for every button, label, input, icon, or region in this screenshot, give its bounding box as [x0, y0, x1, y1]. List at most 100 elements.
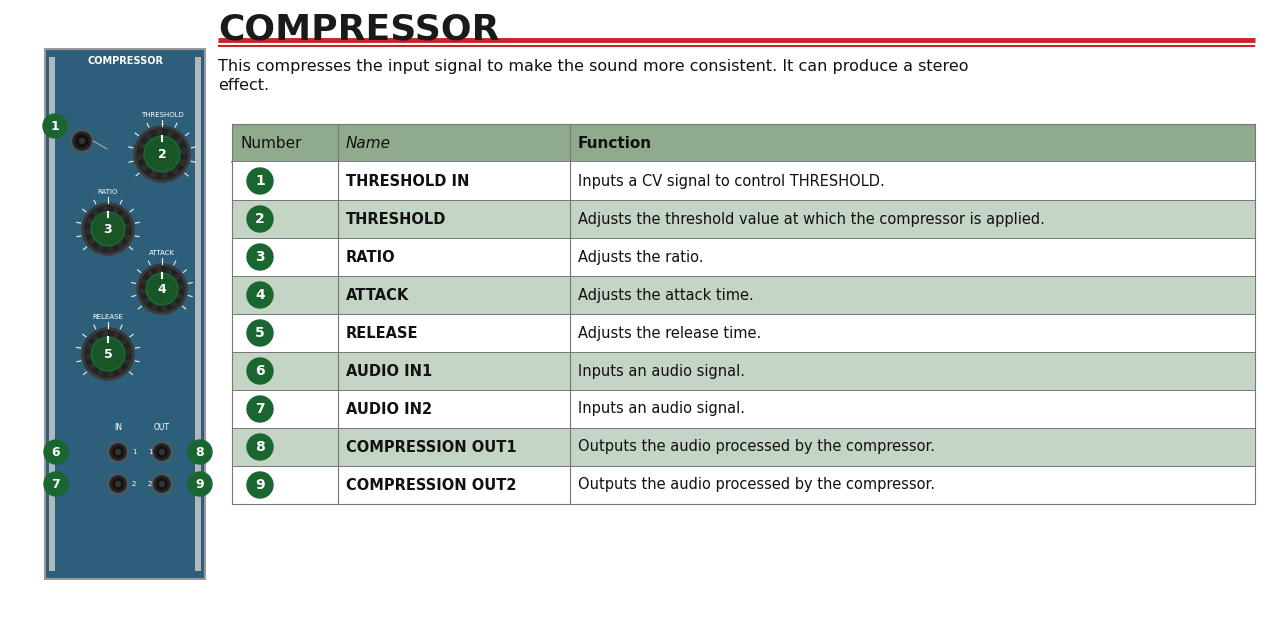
Text: 1: 1 — [255, 174, 265, 188]
Wedge shape — [151, 289, 162, 310]
Circle shape — [160, 482, 165, 486]
Circle shape — [146, 138, 178, 170]
Text: 2: 2 — [132, 481, 137, 487]
Wedge shape — [150, 154, 162, 178]
Circle shape — [247, 282, 272, 308]
Wedge shape — [145, 133, 162, 154]
Text: Inputs an audio signal.: Inputs an audio signal. — [578, 363, 744, 379]
Wedge shape — [156, 129, 162, 154]
Bar — [194, 57, 201, 571]
Text: 5: 5 — [104, 348, 113, 361]
Circle shape — [188, 472, 212, 496]
Text: ATTACK: ATTACK — [347, 287, 409, 303]
Circle shape — [148, 275, 177, 303]
Text: Outputs the audio processed by the compressor.: Outputs the audio processed by the compr… — [578, 439, 935, 455]
Text: 1: 1 — [132, 449, 137, 455]
Circle shape — [139, 267, 184, 311]
Wedge shape — [162, 283, 184, 289]
Text: 9: 9 — [196, 477, 205, 491]
Wedge shape — [162, 137, 184, 154]
Text: Adjusts the attack time.: Adjusts the attack time. — [578, 287, 753, 303]
Circle shape — [75, 135, 88, 147]
Circle shape — [72, 130, 93, 152]
Circle shape — [146, 273, 178, 305]
Wedge shape — [162, 289, 168, 311]
Wedge shape — [88, 354, 107, 370]
Circle shape — [107, 442, 128, 462]
Wedge shape — [107, 354, 130, 366]
Wedge shape — [107, 332, 119, 354]
Bar — [45, 49, 205, 579]
Circle shape — [91, 337, 125, 371]
Circle shape — [152, 474, 171, 494]
Wedge shape — [107, 229, 114, 252]
Circle shape — [247, 434, 272, 460]
Wedge shape — [162, 289, 178, 308]
Wedge shape — [92, 334, 107, 354]
Text: IN: IN — [114, 423, 122, 432]
Circle shape — [247, 206, 272, 232]
Wedge shape — [84, 229, 107, 235]
Bar — [231, 466, 1255, 504]
Text: RATIO: RATIO — [347, 249, 395, 265]
Circle shape — [115, 450, 120, 455]
Text: COMPRESSION OUT1: COMPRESSION OUT1 — [347, 439, 517, 455]
Text: 4: 4 — [157, 283, 166, 296]
Bar — [231, 352, 1255, 390]
Wedge shape — [156, 267, 162, 289]
Circle shape — [43, 114, 67, 138]
Wedge shape — [92, 209, 107, 229]
Text: RATIO: RATIO — [97, 189, 118, 195]
Circle shape — [153, 476, 170, 492]
Text: This compresses the input signal to make the sound more consistent. It can produ: This compresses the input signal to make… — [217, 59, 968, 74]
Circle shape — [247, 320, 272, 346]
Circle shape — [188, 440, 212, 464]
Wedge shape — [139, 289, 162, 295]
Text: 4: 4 — [255, 288, 265, 302]
Text: Inputs a CV signal to control THRESHOLD.: Inputs a CV signal to control THRESHOLD. — [578, 173, 885, 189]
Circle shape — [110, 444, 127, 460]
Circle shape — [153, 444, 170, 460]
Circle shape — [93, 339, 123, 369]
Wedge shape — [107, 229, 124, 249]
Wedge shape — [162, 268, 173, 289]
Text: RELEASE: RELEASE — [347, 325, 418, 341]
Wedge shape — [162, 154, 179, 176]
Wedge shape — [107, 207, 119, 229]
Wedge shape — [107, 354, 124, 374]
Circle shape — [157, 447, 168, 457]
Text: COMPRESSOR: COMPRESSOR — [217, 12, 500, 46]
Circle shape — [43, 440, 68, 464]
Circle shape — [137, 264, 187, 314]
Text: Number: Number — [240, 135, 302, 151]
Text: THRESHOLD: THRESHOLD — [141, 112, 183, 118]
Circle shape — [82, 203, 134, 255]
Bar — [231, 124, 1255, 162]
Text: 5: 5 — [255, 326, 265, 340]
Text: Adjusts the ratio.: Adjusts the ratio. — [578, 249, 703, 265]
Wedge shape — [86, 343, 107, 354]
Wedge shape — [141, 154, 162, 172]
Text: ATTACK: ATTACK — [148, 250, 175, 256]
Text: Adjusts the threshold value at which the compressor is applied.: Adjusts the threshold value at which the… — [578, 211, 1045, 227]
Wedge shape — [162, 130, 174, 154]
Text: 2: 2 — [157, 147, 166, 160]
Wedge shape — [107, 348, 130, 354]
Circle shape — [247, 168, 272, 194]
Text: THRESHOLD: THRESHOLD — [347, 211, 446, 227]
Bar — [231, 428, 1255, 466]
Text: 9: 9 — [256, 478, 265, 492]
Wedge shape — [107, 223, 130, 229]
Wedge shape — [138, 142, 162, 154]
Circle shape — [82, 328, 134, 380]
Text: 7: 7 — [256, 402, 265, 416]
Wedge shape — [146, 270, 162, 289]
Text: Outputs the audio processed by the compressor.: Outputs the audio processed by the compr… — [578, 477, 935, 493]
Text: THRESHOLD IN: THRESHOLD IN — [347, 173, 469, 189]
Wedge shape — [96, 229, 107, 251]
Wedge shape — [107, 337, 128, 354]
Bar — [231, 162, 1255, 200]
Wedge shape — [141, 278, 162, 289]
Text: COMPRESSOR: COMPRESSOR — [87, 56, 162, 66]
Wedge shape — [88, 229, 107, 245]
